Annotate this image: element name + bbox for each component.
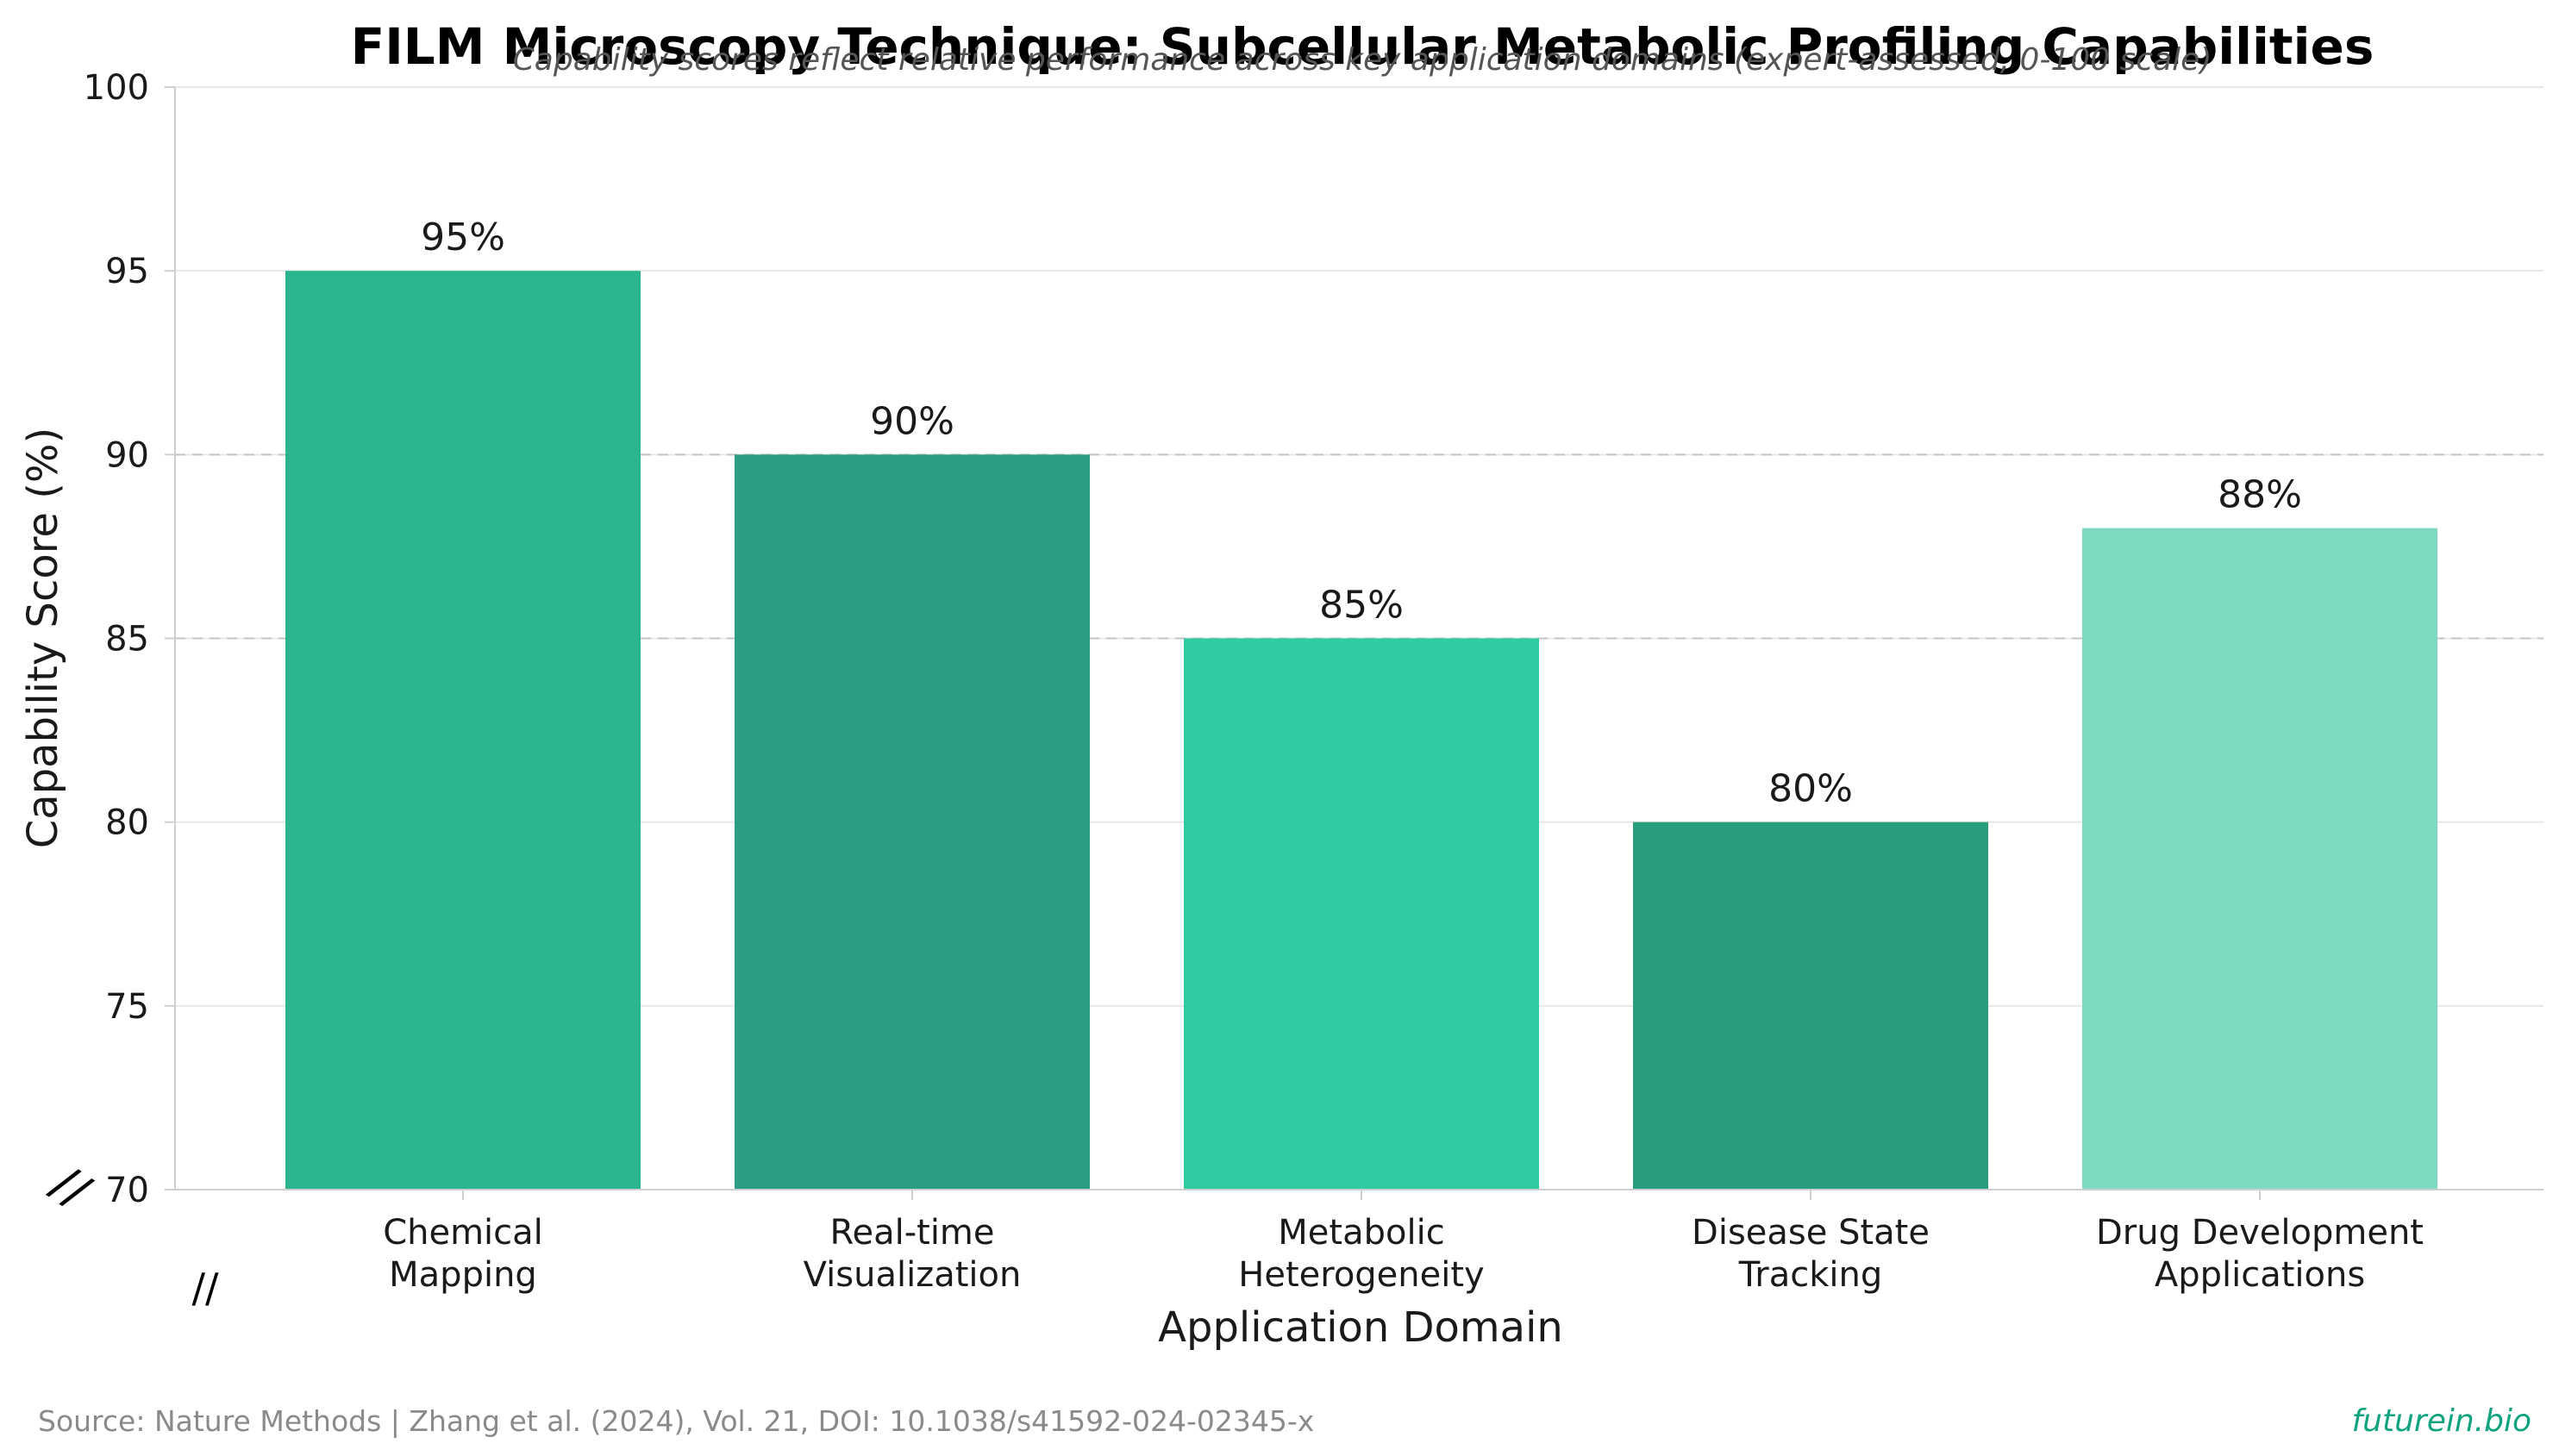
y-tick-label-85: 85 [105,620,149,659]
value-label-1: 90% [870,399,954,443]
x-tick-label-2-line-1: Heterogeneity [1238,1255,1484,1295]
x-tick-label-3-line-1: Tracking [1738,1255,1883,1295]
y-tick-label-80: 80 [105,803,149,843]
x-axis-label: Application Domain [1158,1303,1563,1352]
x-tick-label-1-line-0: Real-time [829,1213,994,1253]
y-tick-label-70: 70 [105,1171,149,1210]
bars [285,271,2437,1190]
y-tick-label-100: 100 [84,68,149,108]
x-tick-label-2-line-0: Metabolic [1278,1213,1444,1253]
value-label-4: 88% [2218,473,2302,517]
y-tick-label-95: 95 [105,252,149,291]
value-label-3: 80% [1768,767,1853,811]
value-label-2: 85% [1319,584,1404,628]
value-label-0: 95% [421,216,505,259]
value-labels: 95% 90% 85% 80% 88% [421,216,2302,811]
x-tick-label-4-line-0: Drug Development [2096,1213,2424,1253]
bar-0 [285,271,641,1190]
y-tick-label-90: 90 [105,435,149,475]
axis-break-mark-left: // [41,1155,100,1220]
y-ticks: 70 75 80 85 90 95 100 [84,68,175,1210]
brand-mark: futurein.bio [2351,1403,2531,1439]
x-tick-label-0-line-1: Mapping [389,1255,537,1295]
bar-1 [735,454,1090,1190]
bar-3 [1633,822,1988,1190]
y-tick-label-75: 75 [105,987,149,1027]
x-tick-label-3-line-0: Disease State [1692,1213,1930,1253]
axis-break-mark-bottom: // [192,1265,219,1311]
chart-subtitle: Capability scores reflect relative perfo… [513,42,2212,78]
x-tick-label-4-line-1: Applications [2155,1255,2365,1295]
bar-2 [1184,638,1539,1190]
x-tick-label-1-line-1: Visualization [804,1255,1022,1295]
bar-4 [2082,528,2437,1190]
chart-title: FILM Microscopy Technique: Subcellular M… [351,17,2374,76]
y-axis-label: Capability Score (%) [19,428,67,849]
x-tick-label-0-line-0: Chemical [383,1213,543,1253]
source-note: Source: Nature Methods | Zhang et al. (2… [38,1404,1314,1438]
